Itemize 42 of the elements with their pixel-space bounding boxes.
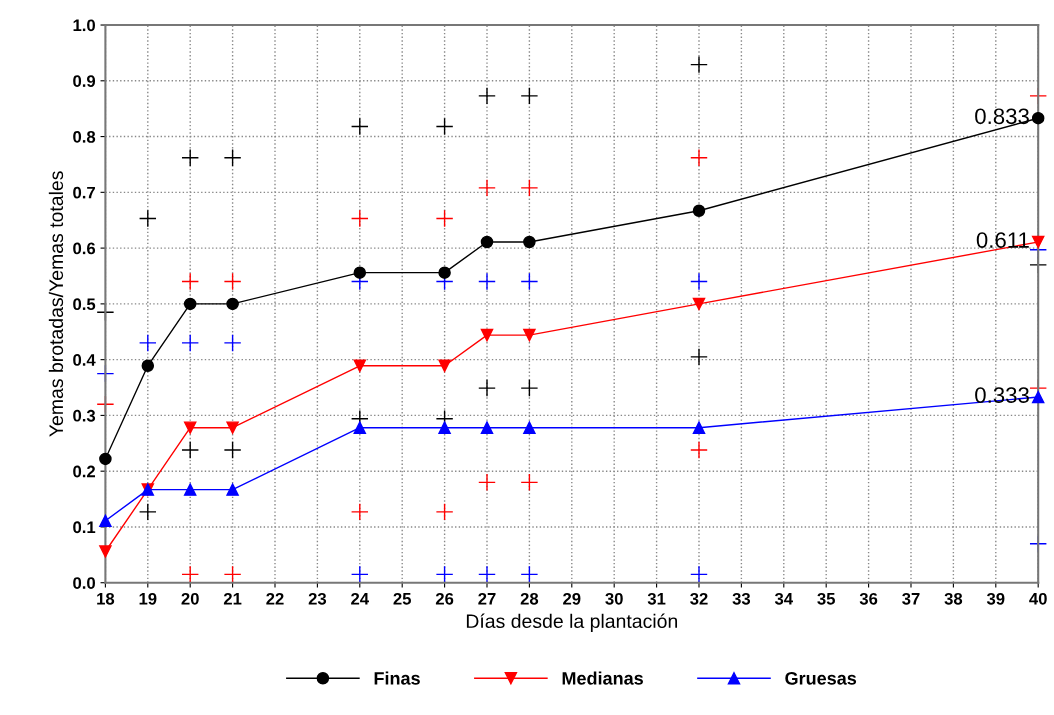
y-axis-title: Yemas brotadas/Yemas totales [48,171,64,437]
x-tick-label: 23 [308,592,327,605]
x-tick-label: 18 [97,592,115,605]
x-tick-label: 35 [817,592,835,605]
x-axis-title: Días desde la plantación [466,613,678,632]
x-tick-label: 38 [944,592,963,605]
y-tick-label: 1.0 [73,19,95,32]
y-tick-label: 0.0 [73,577,95,589]
data-label: 0.833 [975,108,1029,125]
x-tick-label: 22 [266,592,284,605]
y-tick-label: 0.9 [73,75,96,87]
y-tick-label: 0.5 [73,298,96,311]
x-tick-label: 27 [478,592,496,605]
y-tick-label: 0.6 [73,242,96,255]
x-tick-label: 20 [181,592,199,605]
y-tick-label: 0.1 [73,521,96,534]
x-tick-label: 34 [774,592,793,605]
x-tick-label: 32 [690,592,708,605]
y-tick-label: 0.2 [73,465,96,478]
x-tick-label: 31 [647,592,666,605]
x-tick-label: 36 [859,592,878,605]
x-tick-label: 21 [223,592,242,605]
legend-label: Medianas [562,671,643,685]
x-tick-label: 25 [393,592,411,605]
x-tick-label: 28 [520,592,539,605]
x-tick-label: 33 [732,592,751,605]
data-label: 0.333 [975,387,1029,403]
y-tick-label: 0.3 [73,409,96,422]
x-tick-label: 24 [351,592,369,605]
x-tick-label: 30 [605,592,623,605]
legend-label: Finas [374,671,420,685]
legend-label: Gruesas [785,671,857,685]
x-tick-label: 26 [435,592,454,605]
x-tick-label: 37 [902,592,920,605]
y-tick-label: 0.7 [73,186,95,199]
x-tick-label: 29 [563,592,581,605]
x-tick-label: 40 [1029,592,1047,605]
x-tick-label: 19 [139,592,157,605]
y-tick-label: 0.8 [73,130,96,143]
y-tick-label: 0.4 [73,354,96,366]
x-tick-label: 39 [986,592,1005,605]
data-label: 0.611 [976,232,1029,248]
